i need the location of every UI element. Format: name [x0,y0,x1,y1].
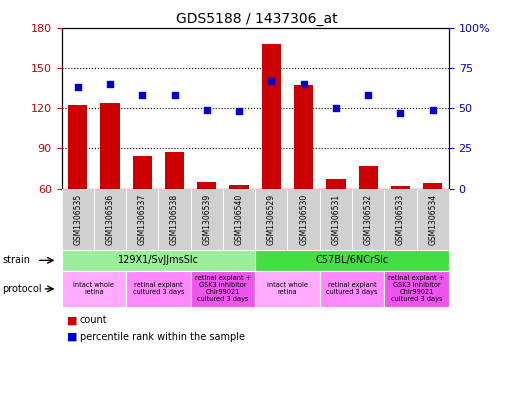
Text: GSM1306540: GSM1306540 [234,193,244,245]
Text: GSM1306531: GSM1306531 [331,193,341,245]
Point [235,108,243,114]
Bar [165,152,184,269]
Text: ■: ■ [67,332,77,342]
Text: GSM1306539: GSM1306539 [202,193,211,245]
Bar [391,186,410,269]
Point [138,92,146,98]
Text: C57BL/6NCrSlc: C57BL/6NCrSlc [315,255,389,265]
Text: GSM1306535: GSM1306535 [73,193,82,245]
Bar [359,166,378,269]
Text: ■: ■ [67,315,77,325]
Bar [229,185,249,269]
Text: retinal explant +
GSK3 inhibitor
Chir99021
cultured 3 days: retinal explant + GSK3 inhibitor Chir990… [195,275,251,302]
Text: GSM1306536: GSM1306536 [106,193,114,245]
Text: GSM1306533: GSM1306533 [396,193,405,245]
Bar [326,179,346,269]
Text: protocol: protocol [3,284,42,294]
Bar [132,156,152,269]
Point [364,92,372,98]
Point [332,105,340,111]
Text: percentile rank within the sample: percentile rank within the sample [80,332,245,342]
Text: GSM1306532: GSM1306532 [364,193,372,245]
Point [106,81,114,87]
Text: intact whole
retina: intact whole retina [267,282,308,296]
Point [203,107,211,113]
Text: strain: strain [3,255,31,265]
Text: retinal explant
cultured 3 days: retinal explant cultured 3 days [133,282,184,296]
Point [170,92,179,98]
Bar [68,105,87,269]
Text: GSM1306530: GSM1306530 [299,193,308,245]
Bar [423,183,442,269]
Bar [197,182,216,269]
Text: retinal explant
cultured 3 days: retinal explant cultured 3 days [326,282,378,296]
Text: GSM1306529: GSM1306529 [267,193,276,245]
Text: retinal explant +
GSK3 inhibitor
Chir99021
cultured 3 days: retinal explant + GSK3 inhibitor Chir990… [388,275,445,302]
Text: 129X1/SvJJmsSlc: 129X1/SvJJmsSlc [118,255,199,265]
Point [267,77,275,84]
Point [397,110,405,116]
Text: count: count [80,315,107,325]
Point [73,84,82,90]
Bar [294,85,313,269]
Point [429,107,437,113]
Bar [100,103,120,269]
Text: GSM1306534: GSM1306534 [428,193,437,245]
Text: GDS5188 / 1437306_at: GDS5188 / 1437306_at [175,12,338,26]
Text: GSM1306538: GSM1306538 [170,193,179,245]
Point [300,81,308,87]
Text: GSM1306537: GSM1306537 [138,193,147,245]
Text: intact whole
retina: intact whole retina [73,282,114,296]
Bar [262,44,281,269]
